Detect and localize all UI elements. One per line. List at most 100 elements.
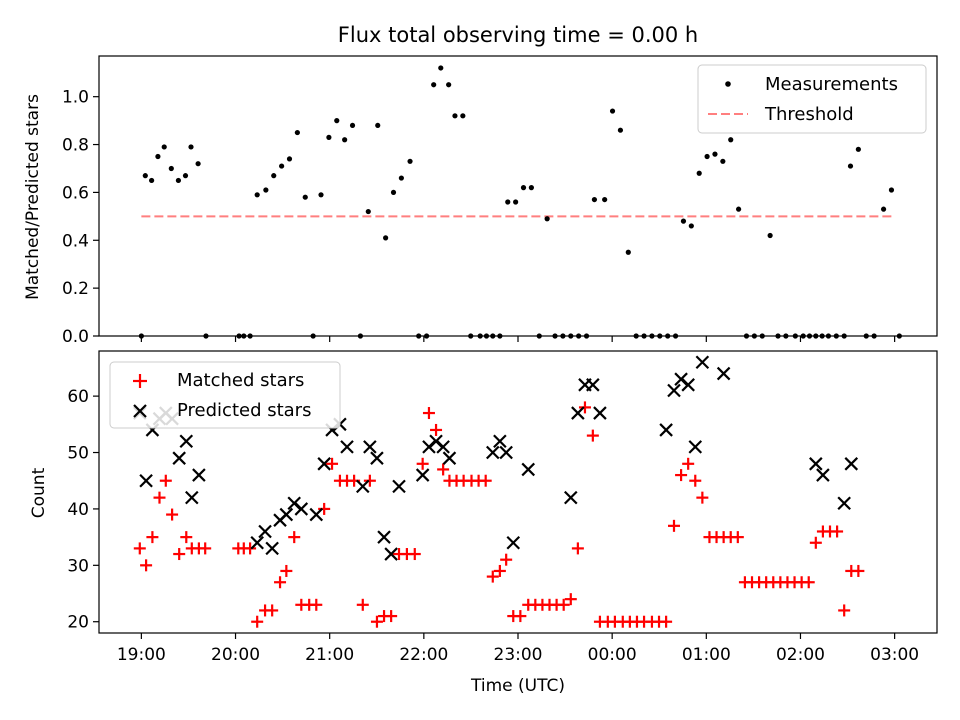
measurement-point: [263, 187, 269, 193]
measurement-point: [728, 137, 734, 143]
x-axis-label: Time (UTC): [470, 676, 565, 696]
x-tick-label: 22:00: [399, 645, 448, 665]
matched-star-point: [416, 457, 429, 470]
x-tick-label: 23:00: [494, 645, 543, 665]
legend-threshold-label: Threshold: [764, 104, 854, 125]
predicted-star-point: [521, 462, 536, 477]
bottom-y-tick-label: 60: [67, 387, 89, 407]
measurement-point: [349, 122, 356, 129]
measurement-point: [195, 161, 201, 167]
measurement-point: [625, 249, 631, 255]
predicted-star-point: [571, 406, 585, 420]
predicted-star-point: [844, 457, 859, 471]
matched-star-point: [356, 598, 369, 611]
predicted-star-point: [340, 440, 354, 454]
top-y-tick-label: 0.8: [62, 136, 89, 156]
matched-star-point: [180, 531, 193, 544]
predicted-star-point: [172, 451, 186, 465]
measurement-point: [161, 144, 167, 150]
measurement-point: [149, 177, 155, 184]
predicted-star-point: [265, 541, 279, 556]
top-legend: Measurements Threshold: [697, 64, 927, 134]
predicted-star-point: [185, 490, 199, 505]
measurement-point: [334, 118, 340, 124]
measurement-point: [365, 208, 371, 215]
bottom-y-axis-label: Count: [29, 467, 49, 518]
bottom-y-ticks: 20 30 40 50 60: [67, 387, 99, 633]
matched-star-point: [682, 457, 695, 470]
measurement-point: [888, 187, 895, 193]
matched-star-point: [430, 423, 443, 436]
bottom-panel: Count Time (UTC) 20 30 40 50 60 19:00 20:00 21…: [29, 350, 938, 696]
predicted-star-point: [695, 355, 710, 370]
measurement-points: [138, 65, 902, 339]
predicted-star-point: [809, 457, 823, 471]
measurement-point: [520, 185, 527, 191]
legend-predicted-marker: [133, 404, 147, 418]
top-y-tick-label: 0.0: [62, 327, 89, 347]
predicted-star-point: [667, 383, 681, 398]
measurement-point: [254, 192, 260, 198]
matched-star-point: [500, 553, 513, 566]
x-tick-label: 02:00: [776, 645, 825, 665]
matched-star-point: [731, 531, 744, 544]
x-tick-label: 21:00: [305, 645, 354, 665]
predicted-star-point: [317, 457, 331, 471]
x-tick-label: 19:00: [117, 645, 166, 665]
top-y-tick-label: 1.0: [62, 88, 89, 108]
measurement-point: [688, 223, 694, 229]
predicted-star-point: [139, 473, 153, 488]
predicted-star-point: [355, 479, 370, 494]
predicted-star-point: [586, 378, 600, 392]
measurement-point: [182, 173, 189, 179]
matched-star-point: [578, 401, 591, 414]
measurement-point: [513, 199, 519, 205]
predicted-star-point: [192, 468, 206, 482]
matched-star-point: [166, 508, 179, 521]
matched-star-point: [146, 531, 159, 544]
legend-measurements-marker: [725, 81, 731, 87]
matched-star-point: [153, 491, 166, 504]
matched-star-point: [514, 610, 527, 623]
measurement-point: [617, 127, 624, 133]
legend-matched-marker: [133, 374, 147, 388]
measurement-point: [326, 134, 332, 140]
measurement-point: [855, 146, 861, 152]
matched-star-point: [564, 593, 577, 606]
predicted-star-point: [392, 479, 406, 494]
measurement-point: [704, 153, 710, 160]
x-tick-label: 01:00: [682, 645, 731, 665]
measurement-point: [602, 196, 608, 203]
measurement-point: [155, 153, 161, 160]
predicted-star-point: [681, 378, 695, 392]
measurement-point: [847, 163, 854, 169]
measurement-point: [383, 235, 389, 241]
measurement-point: [431, 82, 437, 88]
predicted-star-point: [384, 547, 398, 561]
matched-star-point: [422, 407, 435, 420]
matched-star-point: [802, 576, 815, 589]
predicted-star-point: [485, 445, 500, 460]
bottom-axes-frame: [98, 350, 938, 634]
predicted-star-point: [593, 406, 607, 420]
measurement-point: [398, 175, 404, 181]
matched-star-point: [318, 502, 331, 515]
matched-star-point: [133, 542, 146, 555]
measurement-point: [609, 108, 616, 114]
predicted-star-point: [363, 440, 377, 454]
predicted-star-point: [279, 507, 294, 522]
matched-star-point: [852, 564, 865, 577]
measurement-point: [279, 163, 285, 169]
bottom-y-tick-label: 20: [67, 613, 89, 633]
matched-star-point: [385, 610, 398, 623]
top-y-tick-label: 0.6: [62, 183, 89, 203]
measurement-point: [712, 151, 718, 157]
measurement-point: [342, 137, 348, 143]
predicted-star-point: [309, 507, 324, 522]
matched-star-point: [696, 491, 709, 504]
bottom-y-tick-label: 30: [67, 556, 89, 576]
matched-star-point: [667, 519, 680, 532]
predicted-star-point: [370, 451, 384, 465]
bottom-x-ticks: 19:00 20:00 21:00 22:00 23:00 00:00 01:00 02:00…: [117, 633, 919, 665]
measurement-point: [528, 185, 534, 191]
